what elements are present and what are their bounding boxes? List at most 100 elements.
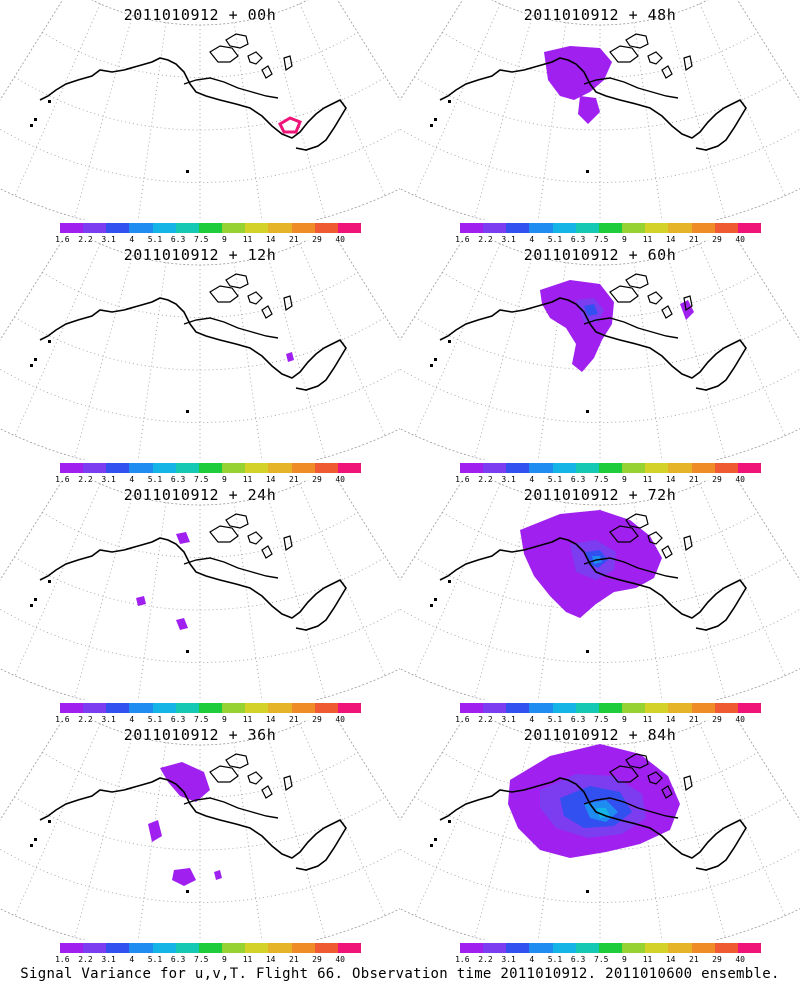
island-outline — [661, 785, 673, 799]
latitude-gridline — [14, 316, 386, 371]
variance-region — [176, 532, 190, 544]
meridian-gridline — [736, 480, 800, 581]
colorbar-tick-label: 5.1 — [547, 475, 563, 484]
colorbar-tick-label: 21 — [689, 955, 699, 964]
colorbar-tick-label: 40 — [335, 715, 345, 724]
meridian-gridline — [537, 502, 567, 700]
meridian-gridline — [736, 0, 800, 101]
colorbar-labels: 1.6 2.2 3.1 4 5.1 6.3 7.5 9 11 14 21 29 40 — [455, 715, 761, 725]
colorbar-swatch — [645, 223, 669, 233]
colorbar-tick-label: 4 — [129, 715, 135, 724]
island-dot — [34, 838, 37, 841]
colorbar-swatch — [175, 223, 199, 233]
latitude-gridline — [414, 76, 786, 131]
meridian-gridline — [267, 735, 326, 938]
coastline — [183, 797, 279, 819]
latitude-gridline — [400, 608, 800, 663]
colorbar-swatch — [60, 703, 84, 713]
latitude-gridline — [0, 848, 400, 903]
meridian-gridline — [633, 742, 663, 940]
latitude-gridline — [42, 511, 358, 558]
forecast-panel: 2011010912 + 48h 1.6 2.2 3.1 4 5.1 6.3 7.5 9 11 14… — [400, 0, 800, 244]
meridian-gridline — [474, 495, 533, 698]
colorbar-swatch — [575, 463, 599, 473]
meridian-gridline — [400, 480, 464, 581]
colorbar-tick-label: 11 — [242, 955, 253, 964]
island-outline — [247, 291, 263, 305]
coastline — [583, 557, 679, 579]
colorbar-swatch — [575, 943, 599, 953]
colorbar-tick-label: 14 — [665, 715, 676, 724]
colorbar-swatch — [60, 463, 84, 473]
colorbar-swatch — [460, 223, 484, 233]
colorbar-swatch — [152, 223, 176, 233]
colorbar-swatch — [337, 943, 362, 953]
island-outline — [647, 51, 663, 65]
meridian-gridline — [14, 243, 101, 436]
colorbar-swatch — [222, 943, 246, 953]
colorbar-tick-label: 11 — [642, 475, 653, 484]
variance-region — [148, 820, 162, 842]
colorbar-swatch — [506, 463, 530, 473]
meridian-gridline — [336, 480, 400, 581]
colorbar-tick-label: 4 — [529, 475, 535, 484]
meridian-gridline — [667, 15, 726, 218]
colorbar-tick-label: 29 — [712, 475, 722, 484]
colorbar-labels: 1.6 2.2 3.1 4 5.1 6.3 7.5 9 11 14 21 29 40 — [455, 955, 761, 965]
meridian-gridline — [736, 240, 800, 341]
colorbar — [60, 703, 362, 713]
island-outline — [647, 771, 663, 785]
island-dot — [186, 890, 189, 893]
colorbar-tick-label: 7.5 — [194, 715, 209, 724]
colorbar-tick-label: 14 — [265, 235, 276, 244]
island-dot — [48, 100, 51, 103]
meridian-gridline — [0, 240, 64, 341]
colorbar-tick-label: 4 — [129, 235, 135, 244]
colorbar-swatch — [598, 943, 623, 953]
colorbar-swatch — [575, 703, 599, 713]
island-outline — [261, 545, 273, 559]
colorbar-tick-label: 3.1 — [101, 715, 116, 724]
meridian-gridline — [699, 483, 786, 676]
island-outline — [609, 285, 639, 303]
island-outline — [209, 765, 239, 783]
colorbar-tick-label: 6.3 — [570, 475, 586, 484]
colorbar-swatch — [622, 463, 646, 473]
figure-caption: Signal Variance for u,v,T. Flight 66. Ob… — [20, 966, 780, 982]
colorbar-tick-label: 5.1 — [547, 715, 563, 724]
latitude-gridline — [0, 368, 400, 423]
island-dot — [430, 124, 433, 127]
colorbar-swatch — [460, 703, 484, 713]
colorbar-tick-label: 14 — [265, 475, 276, 484]
meridian-gridline — [414, 483, 501, 676]
colorbar-tick-label: 9 — [621, 715, 627, 724]
colorbar-tick-label: 6.3 — [170, 955, 186, 964]
colorbar-swatch — [245, 223, 269, 233]
colorbar-tick-label: 11 — [642, 955, 653, 964]
colorbar-labels: 1.6 2.2 3.1 4 5.1 6.3 7.5 9 11 14 21 29 40 — [55, 235, 361, 245]
colorbar-tick-label: 21 — [689, 475, 699, 484]
colorbar-tick-label: 9 — [221, 955, 227, 964]
colorbar-swatch — [668, 703, 692, 713]
colorbar-swatch — [198, 463, 223, 473]
colorbar-tick-label: 2.2 — [78, 955, 93, 964]
colorbar-swatch — [222, 703, 246, 713]
island-dot — [586, 410, 589, 413]
colorbar-swatch — [714, 463, 738, 473]
forecast-panel: 2011010912 + 84h 1.6 2.2 3.1 4 5.1 6.3 7.5 9 11 14… — [400, 720, 800, 964]
coastline — [439, 777, 747, 871]
projection-map — [400, 480, 800, 700]
meridian-gridline — [233, 22, 263, 220]
colorbar-swatch — [129, 943, 153, 953]
colorbar-swatch — [645, 943, 669, 953]
colorbar-swatch — [337, 703, 362, 713]
colorbar — [460, 463, 762, 473]
island-dot — [48, 340, 51, 343]
colorbar-swatch — [529, 223, 553, 233]
latitude-gridline — [0, 668, 400, 700]
meridian-gridline — [299, 3, 386, 196]
variance-region — [136, 596, 146, 606]
latitude-gridline — [91, 0, 309, 26]
colorbar-swatch — [314, 703, 338, 713]
meridian-gridline — [137, 262, 167, 460]
